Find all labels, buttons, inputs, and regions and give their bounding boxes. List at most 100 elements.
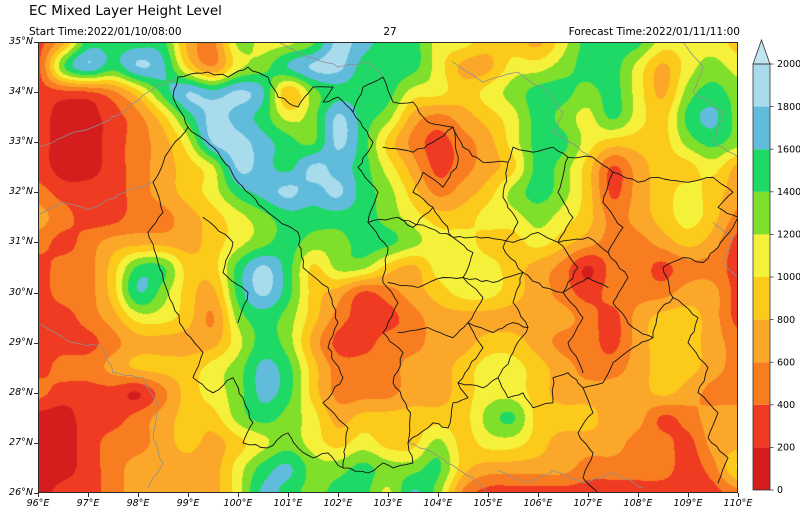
colorbar-segment (753, 234, 770, 277)
province-boundary (187, 126, 349, 469)
colorbar-tick-label: 2000 (777, 59, 800, 70)
y-axis-tick-label: 30°N (9, 286, 33, 298)
x-axis-tick-label: 102°E (323, 498, 353, 509)
y-axis-tick-label: 33°N (9, 136, 33, 148)
y-axis-tick (34, 392, 38, 394)
region-boundary (497, 470, 644, 489)
x-axis-tick-label: 103°E (373, 498, 403, 509)
y-axis-tick (34, 342, 38, 344)
x-axis-tick (38, 493, 39, 497)
x-axis-tick-label: 99°E (176, 498, 200, 509)
colorbar-segment (753, 404, 770, 448)
y-axis-tick-label: 27°N (9, 436, 33, 448)
colorbar-segment (753, 319, 770, 363)
y-axis-tick-label: 28°N (9, 386, 33, 398)
province-boundary (412, 126, 484, 384)
colorbar-segment (753, 447, 770, 490)
start-time-label: Start Time:2022/01/10/08:00 (29, 26, 182, 38)
colorbar-tick-label: 1600 (777, 144, 800, 155)
y-axis-tick (34, 92, 38, 94)
y-axis-tick (34, 292, 38, 294)
x-axis-tick-label: 109°E (673, 498, 703, 509)
colorbar-segment (753, 277, 770, 320)
page-title: EC Mixed Layer Height Level (29, 3, 222, 19)
x-axis-tick (288, 493, 289, 497)
province-boundary (202, 216, 249, 324)
y-axis-tick (34, 192, 38, 194)
province-boundary (397, 322, 529, 339)
colorbar: 0 200 400 600 800 1000 1200 1400 1600 1800 2000 (752, 38, 800, 496)
y-axis-tick (34, 442, 38, 444)
province-boundary (387, 272, 609, 294)
x-axis-tick-label: 101°E (273, 498, 303, 509)
x-axis-tick-label: 108°E (623, 498, 653, 509)
x-axis-tick-label: 100°E (223, 498, 253, 509)
x-axis-tick-label: 98°E (126, 498, 150, 509)
x-axis-tick-label: 105°E (473, 498, 503, 509)
colorbar-tick-label: 600 (777, 357, 795, 368)
x-axis-tick (688, 493, 689, 497)
colorbar-segment (753, 191, 770, 235)
colorbar-tick-label: 1800 (777, 102, 800, 113)
colorbar-extend-arrow (752, 38, 771, 65)
x-axis-tick-label: 104°E (423, 498, 453, 509)
y-axis-tick (34, 493, 38, 494)
y-axis-tick-label: 26°N (9, 487, 33, 498)
contour-field-canvas (38, 42, 738, 493)
boundary-overlay (38, 42, 738, 493)
colorbar-segment (753, 149, 770, 192)
region-boundary (682, 42, 738, 158)
x-axis-tick-label: 106°E (523, 498, 553, 509)
province-boundary (382, 126, 454, 153)
x-axis-tick-label: 97°E (76, 498, 100, 509)
x-axis-tick (238, 493, 239, 497)
colorbar-segment (753, 106, 770, 150)
region-boundary (38, 76, 179, 148)
x-axis-tick (188, 493, 189, 497)
x-axis-tick-label: 110°E (723, 498, 753, 509)
region-boundary (407, 442, 489, 493)
region-boundary (277, 42, 384, 78)
y-axis-tick (34, 142, 38, 144)
y-axis-tick (34, 242, 38, 244)
forecast-time-label: Forecast Time:2022/01/11/11:00 (568, 26, 740, 38)
region-boundary (452, 61, 594, 158)
colorbar-tick-label: 0 (777, 485, 783, 496)
region-boundary (38, 181, 154, 216)
colorbar-segment (753, 64, 770, 107)
x-axis-tick (338, 493, 339, 497)
colorbar-tick-label: 200 (777, 443, 795, 454)
y-axis-tick-label: 34°N (9, 86, 33, 98)
province-boundary (367, 216, 609, 253)
colorbar-tick-label: 1400 (777, 187, 800, 198)
province-boundary (397, 206, 434, 228)
colorbar-tick-label: 1200 (777, 230, 800, 241)
y-axis-tick-label: 35°N (9, 36, 33, 47)
colorbar-tick-label: 1000 (777, 272, 800, 283)
x-axis-tick (488, 493, 489, 497)
province-boundary (577, 387, 599, 493)
colorbar-tick-label: 400 (777, 400, 795, 411)
province-boundary (672, 297, 729, 484)
province-boundary (602, 171, 654, 339)
x-axis-tick (638, 493, 639, 497)
region-boundary (712, 222, 738, 278)
x-axis-tick (438, 493, 439, 497)
province-boundary (497, 161, 529, 379)
y-axis-tick (34, 42, 38, 43)
y-axis-tick-label: 29°N (9, 336, 33, 348)
forecast-hour-label: 27 (383, 26, 397, 38)
x-axis-tick-label: 96°E (26, 498, 50, 509)
x-axis-tick-label: 107°E (573, 498, 603, 509)
colorbar-tick-label: 800 (777, 315, 795, 326)
x-axis-tick (538, 493, 539, 497)
province-boundary (147, 66, 738, 474)
x-axis-tick (88, 493, 89, 497)
x-axis-tick (388, 493, 389, 497)
y-axis-tick-label: 32°N (9, 186, 33, 198)
colorbar-segment (753, 362, 770, 405)
province-boundary (352, 111, 411, 444)
x-axis-tick (588, 493, 589, 497)
province-boundary (557, 156, 584, 374)
